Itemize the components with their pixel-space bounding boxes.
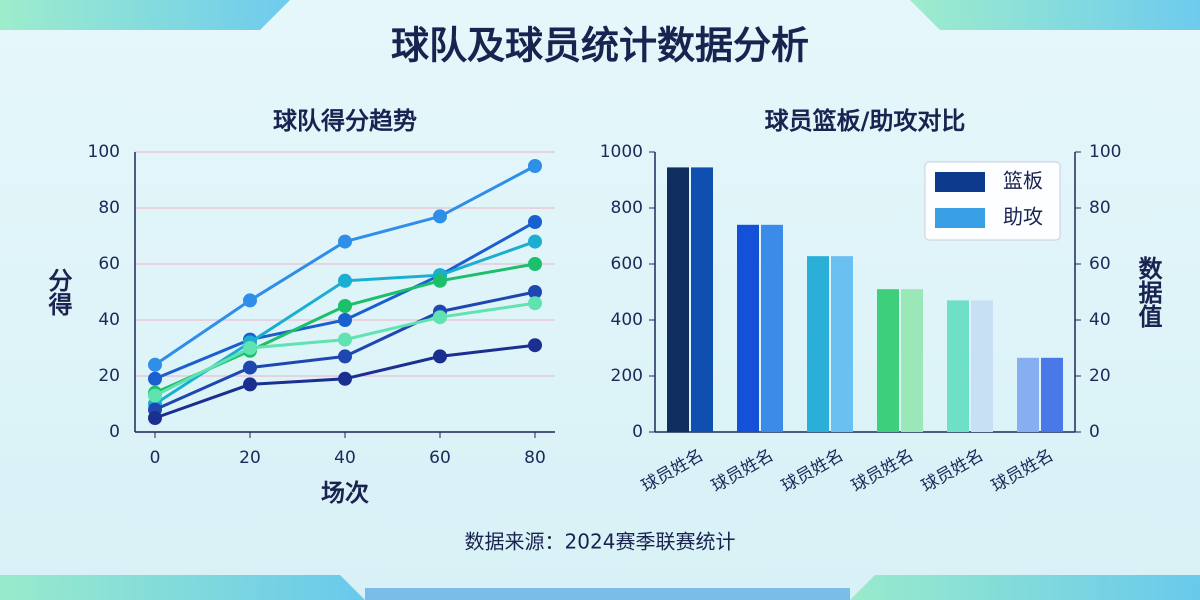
y2-tick-label: 0 bbox=[1089, 422, 1100, 442]
decor bbox=[850, 575, 1200, 600]
legend-label: 助攻 bbox=[1003, 205, 1043, 229]
point bbox=[243, 293, 257, 308]
y-tick-label: 0 bbox=[632, 422, 643, 442]
point bbox=[148, 371, 162, 386]
x-tick-label: 60 bbox=[429, 448, 451, 468]
point bbox=[148, 388, 162, 403]
source: 数据来源：2024赛季联赛统计 bbox=[465, 530, 736, 554]
bar bbox=[901, 289, 923, 432]
chart-title: 球队得分趋势 bbox=[273, 107, 417, 135]
bar bbox=[1017, 357, 1039, 432]
page-title: 球队及球员统计数据分析 bbox=[391, 24, 809, 68]
point bbox=[528, 257, 542, 271]
y-tick-label: 60 bbox=[98, 254, 120, 274]
point bbox=[338, 234, 352, 249]
point bbox=[528, 159, 542, 173]
bar bbox=[971, 300, 993, 432]
point bbox=[243, 377, 257, 392]
point bbox=[338, 273, 352, 288]
decor bbox=[0, 0, 290, 30]
point bbox=[338, 313, 352, 327]
point bbox=[433, 273, 447, 288]
x-tick-label: 0 bbox=[150, 448, 161, 468]
point bbox=[338, 332, 352, 347]
y2-tick-label: 20 bbox=[1089, 366, 1111, 386]
point bbox=[148, 357, 162, 372]
point bbox=[243, 360, 257, 375]
x-tick-label: 20 bbox=[239, 448, 261, 468]
y2-tick-label: 80 bbox=[1089, 198, 1111, 218]
point bbox=[148, 411, 162, 425]
legend-label: 篮板 bbox=[1003, 169, 1043, 193]
bar bbox=[667, 167, 689, 432]
y2-tick-label: 60 bbox=[1089, 254, 1111, 274]
point bbox=[528, 338, 542, 353]
bar bbox=[761, 224, 783, 432]
y-tick-label: 200 bbox=[611, 366, 643, 386]
x-tick-label: 80 bbox=[524, 448, 546, 468]
y-tick-label: 800 bbox=[611, 198, 643, 218]
point bbox=[433, 349, 447, 364]
point bbox=[528, 234, 542, 249]
y-tick-label: 600 bbox=[611, 254, 643, 274]
bar bbox=[831, 256, 853, 432]
decor bbox=[0, 575, 365, 600]
point bbox=[243, 341, 257, 355]
y2-tick-label: 40 bbox=[1089, 310, 1111, 330]
decor bbox=[365, 588, 850, 600]
y-tick-label: 20 bbox=[98, 366, 120, 386]
y-axis-label: 分得 bbox=[44, 268, 73, 317]
bar bbox=[691, 167, 713, 432]
y-tick-label: 80 bbox=[98, 198, 120, 218]
point bbox=[338, 349, 352, 364]
point bbox=[338, 371, 352, 386]
y-tick-label: 400 bbox=[611, 310, 643, 330]
x-tick-label: 40 bbox=[334, 448, 356, 468]
legend-swatch bbox=[935, 208, 985, 228]
point bbox=[528, 296, 542, 311]
point bbox=[528, 215, 542, 229]
y-tick-label: 40 bbox=[98, 310, 120, 330]
y-tick-label: 0 bbox=[109, 422, 120, 442]
point bbox=[433, 310, 447, 325]
x-axis-label: 场次 bbox=[321, 479, 369, 507]
bar bbox=[737, 224, 759, 432]
bar bbox=[807, 256, 829, 432]
y-tick-label: 100 bbox=[88, 142, 120, 162]
bar bbox=[1041, 357, 1063, 432]
y2-tick-label: 100 bbox=[1089, 142, 1121, 162]
point bbox=[338, 299, 352, 313]
legend-swatch bbox=[935, 172, 985, 192]
y2-axis-label: 数据值 bbox=[1134, 256, 1162, 328]
chart-title: 球员篮板/助攻对比 bbox=[765, 107, 966, 135]
bar bbox=[947, 300, 969, 432]
bar bbox=[877, 289, 899, 432]
y-tick-label: 1000 bbox=[600, 142, 643, 162]
point bbox=[433, 209, 447, 224]
decor bbox=[910, 0, 1200, 30]
point bbox=[528, 285, 542, 299]
